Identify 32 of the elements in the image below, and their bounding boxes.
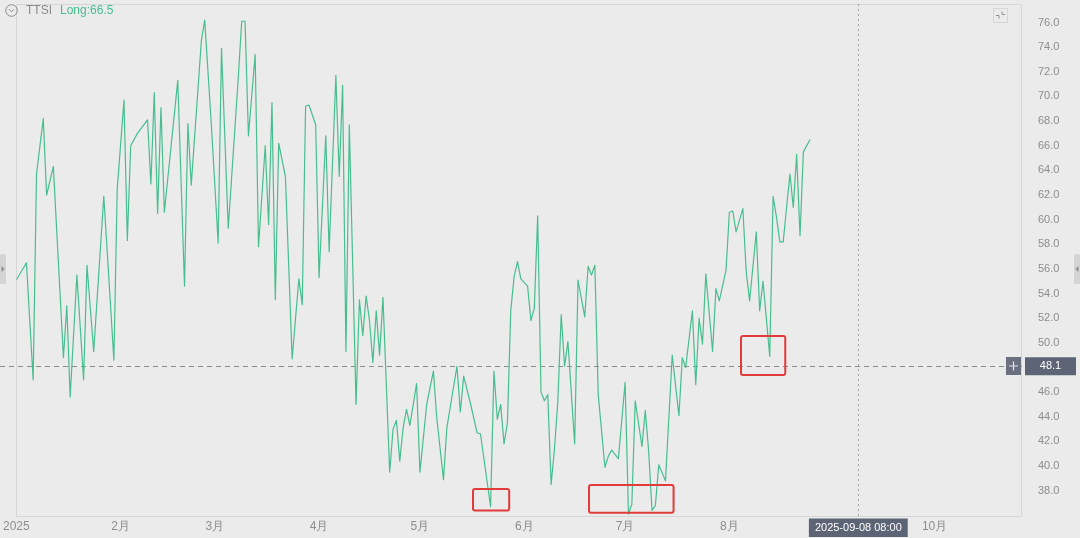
y-tick-label: 68.0	[1038, 114, 1060, 127]
y-tick-label: 64.0	[1038, 163, 1060, 176]
y-tick-label: 38.0	[1038, 483, 1060, 496]
y-tick-label: 54.0	[1038, 286, 1060, 299]
x-tick-label: 8月	[720, 519, 739, 534]
x-tick-label: 10月	[921, 519, 948, 534]
y-tick-label: 40.0	[1038, 459, 1060, 472]
x-tick-label: 7月	[615, 519, 635, 534]
x-tick-label: 5月	[410, 519, 430, 534]
x-tick-label: 2月	[111, 519, 130, 534]
x-tick-label: 4月	[309, 519, 329, 534]
chart-title: TTSI	[26, 3, 52, 17]
y-tick-label: 44.0	[1038, 409, 1060, 422]
y-tick-label: 70.0	[1038, 89, 1060, 102]
x-tick-label: 2025	[3, 519, 31, 534]
ref-line-label: 2025-09-08 08:00	[814, 520, 902, 533]
y-tick-label: 58.0	[1038, 237, 1060, 250]
y-tick-label: 52.0	[1038, 311, 1060, 324]
text: Long:66.5	[60, 3, 114, 17]
x-tick-label: 6月	[514, 519, 534, 534]
y-tick-label: 74.0	[1038, 40, 1060, 53]
y-tick-label: 50.0	[1038, 335, 1060, 348]
y-tick-label: 42.0	[1038, 434, 1060, 447]
y-tick-label: 60.0	[1038, 212, 1060, 225]
y-tick-label: 76.0	[1038, 15, 1060, 28]
y-tick-label: 72.0	[1038, 64, 1060, 77]
y-tick-label: 46.0	[1038, 385, 1060, 398]
y-tick-label: 66.0	[1038, 138, 1060, 151]
y-tick-label: 62.0	[1038, 188, 1060, 201]
y-tick-label: 56.0	[1038, 261, 1060, 274]
ref-line-label: 48.1	[1039, 359, 1062, 372]
x-tick-label: 3月	[205, 519, 225, 534]
